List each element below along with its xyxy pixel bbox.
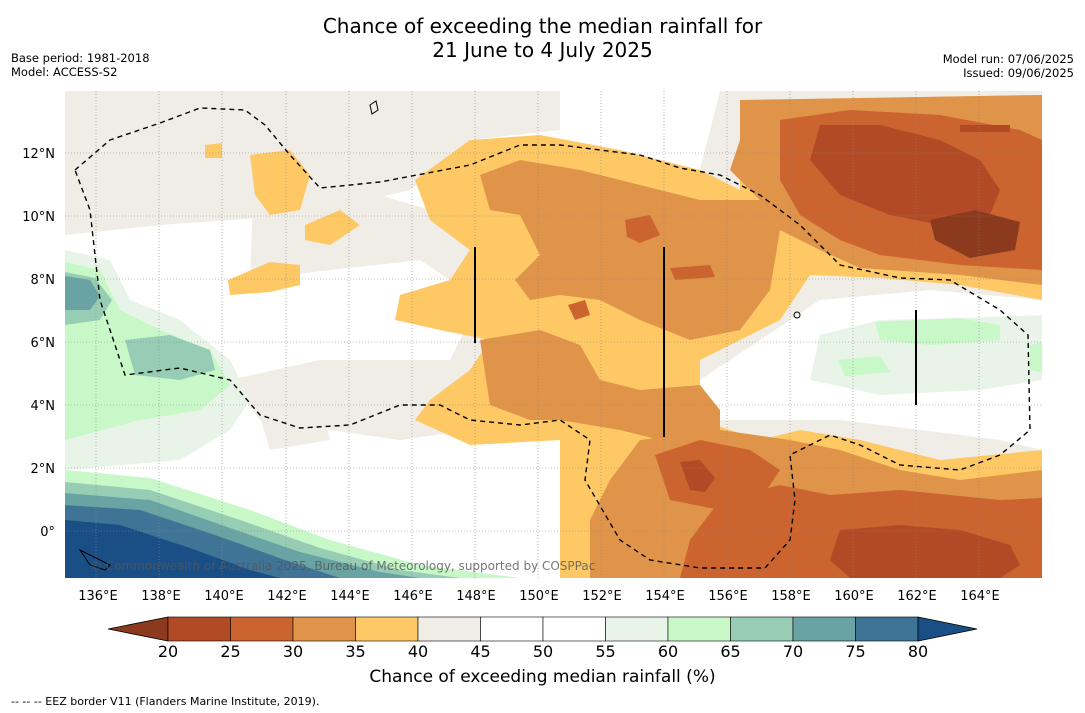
map-title: Chance of exceeding the median rainfall … bbox=[0, 14, 1085, 62]
lon-label: 148°E bbox=[456, 589, 496, 604]
copyright-notice: © Commonwealth of Australia 2025, Bureau… bbox=[90, 559, 595, 573]
gridlines bbox=[65, 91, 1042, 578]
colorbar-segment bbox=[480, 616, 544, 642]
colorbar-tick-label: 40 bbox=[407, 642, 429, 661]
lat-label: 4°N bbox=[31, 399, 56, 414]
lon-label: 142°E bbox=[267, 589, 307, 604]
colorbar-tick-label: 20 bbox=[157, 642, 179, 661]
lon-label: 162°E bbox=[897, 589, 937, 604]
colorbar-segment bbox=[730, 616, 794, 642]
model-name: Model: ACCESS-S2 bbox=[11, 65, 118, 79]
lon-label: 144°E bbox=[330, 589, 370, 604]
colorbar-tick-label: 60 bbox=[657, 642, 679, 661]
title-line-2: 21 June to 4 July 2025 bbox=[432, 38, 653, 62]
colorbar-arrow-high bbox=[917, 616, 978, 642]
lon-label: 160°E bbox=[834, 589, 874, 604]
lat-label: 10°N bbox=[22, 210, 55, 225]
colorbar-segment bbox=[667, 616, 731, 642]
lon-label: 154°E bbox=[645, 589, 685, 604]
lat-label: 12°N bbox=[22, 147, 55, 162]
lon-label: 152°E bbox=[582, 589, 622, 604]
colorbar-segment bbox=[230, 616, 294, 642]
lon-label: 150°E bbox=[519, 589, 559, 604]
boundary-ticks bbox=[474, 247, 917, 437]
colorbar-tick-label: 65 bbox=[720, 642, 741, 661]
colorbar-segment bbox=[167, 616, 231, 642]
lat-label: 8°N bbox=[31, 273, 56, 288]
base-period: Base period: 1981-2018 bbox=[11, 51, 150, 65]
lon-label: 140°E bbox=[204, 589, 244, 604]
colorbar-tick-label: 75 bbox=[845, 642, 866, 661]
lon-labels: 136°E 138°E 140°E 142°E 144°E 146°E 148°… bbox=[78, 589, 1000, 604]
colorbar-segment bbox=[417, 616, 481, 642]
lon-label: 146°E bbox=[393, 589, 433, 604]
lat-label: 2°N bbox=[31, 462, 56, 477]
meta-right: Model run: 07/06/2025 Issued: 09/06/2025 bbox=[943, 52, 1074, 80]
colorbar-title: Chance of exceeding median rainfall (%) bbox=[369, 667, 716, 687]
lon-label: 164°E bbox=[960, 589, 1000, 604]
islands bbox=[78, 100, 801, 571]
lat-labels: 12°N 10°N 8°N 6°N 4°N 2°N 0° bbox=[22, 147, 55, 540]
colorbar-tick-label: 70 bbox=[782, 642, 804, 661]
colorbar-segment bbox=[855, 616, 919, 642]
title-line-1: Chance of exceeding the median rainfall … bbox=[322, 14, 763, 38]
model-run: Model run: 07/06/2025 bbox=[942, 52, 1074, 66]
colorbar-tick-label: 25 bbox=[220, 642, 241, 661]
lon-label: 156°E bbox=[708, 589, 748, 604]
eez-borders bbox=[74, 107, 1031, 569]
colorbar-tick-label: 55 bbox=[595, 642, 616, 661]
band-20-25 bbox=[680, 125, 1020, 578]
colorbar-tick-label: 35 bbox=[345, 642, 366, 661]
lon-label: 136°E bbox=[78, 589, 118, 604]
map-area bbox=[65, 91, 1042, 578]
colorbar-tick-label: 30 bbox=[282, 642, 304, 661]
band-80-plus bbox=[65, 520, 280, 578]
band-below-20 bbox=[930, 210, 1020, 258]
colorbar-segment bbox=[292, 616, 356, 642]
colorbar-tick-label: 45 bbox=[470, 642, 491, 661]
colorbar-tick-label: 50 bbox=[532, 642, 554, 661]
colorbar-segment bbox=[605, 616, 669, 642]
colorbar-arrow-low bbox=[107, 616, 169, 642]
lon-label: 158°E bbox=[771, 589, 811, 604]
colorbar-tick-label: 80 bbox=[907, 642, 929, 661]
eez-footnote: -- -- -- EEZ border V11 (Flanders Marine… bbox=[11, 695, 320, 708]
lon-label: 138°E bbox=[141, 589, 181, 604]
colorbar-segment bbox=[792, 616, 856, 642]
colorbar-segment bbox=[542, 616, 606, 642]
issued-date: Issued: 09/06/2025 bbox=[963, 66, 1074, 80]
colorbar-tick-labels: 20 25 30 35 40 45 50 55 60 65 70 75 80 bbox=[0, 642, 1085, 662]
lat-label: 0° bbox=[40, 525, 55, 540]
colorbar-segment bbox=[355, 616, 419, 642]
meta-left: Base period: 1981-2018 Model: ACCESS-S2 bbox=[11, 51, 150, 79]
lat-label: 6°N bbox=[31, 336, 56, 351]
colorbar bbox=[107, 616, 978, 642]
